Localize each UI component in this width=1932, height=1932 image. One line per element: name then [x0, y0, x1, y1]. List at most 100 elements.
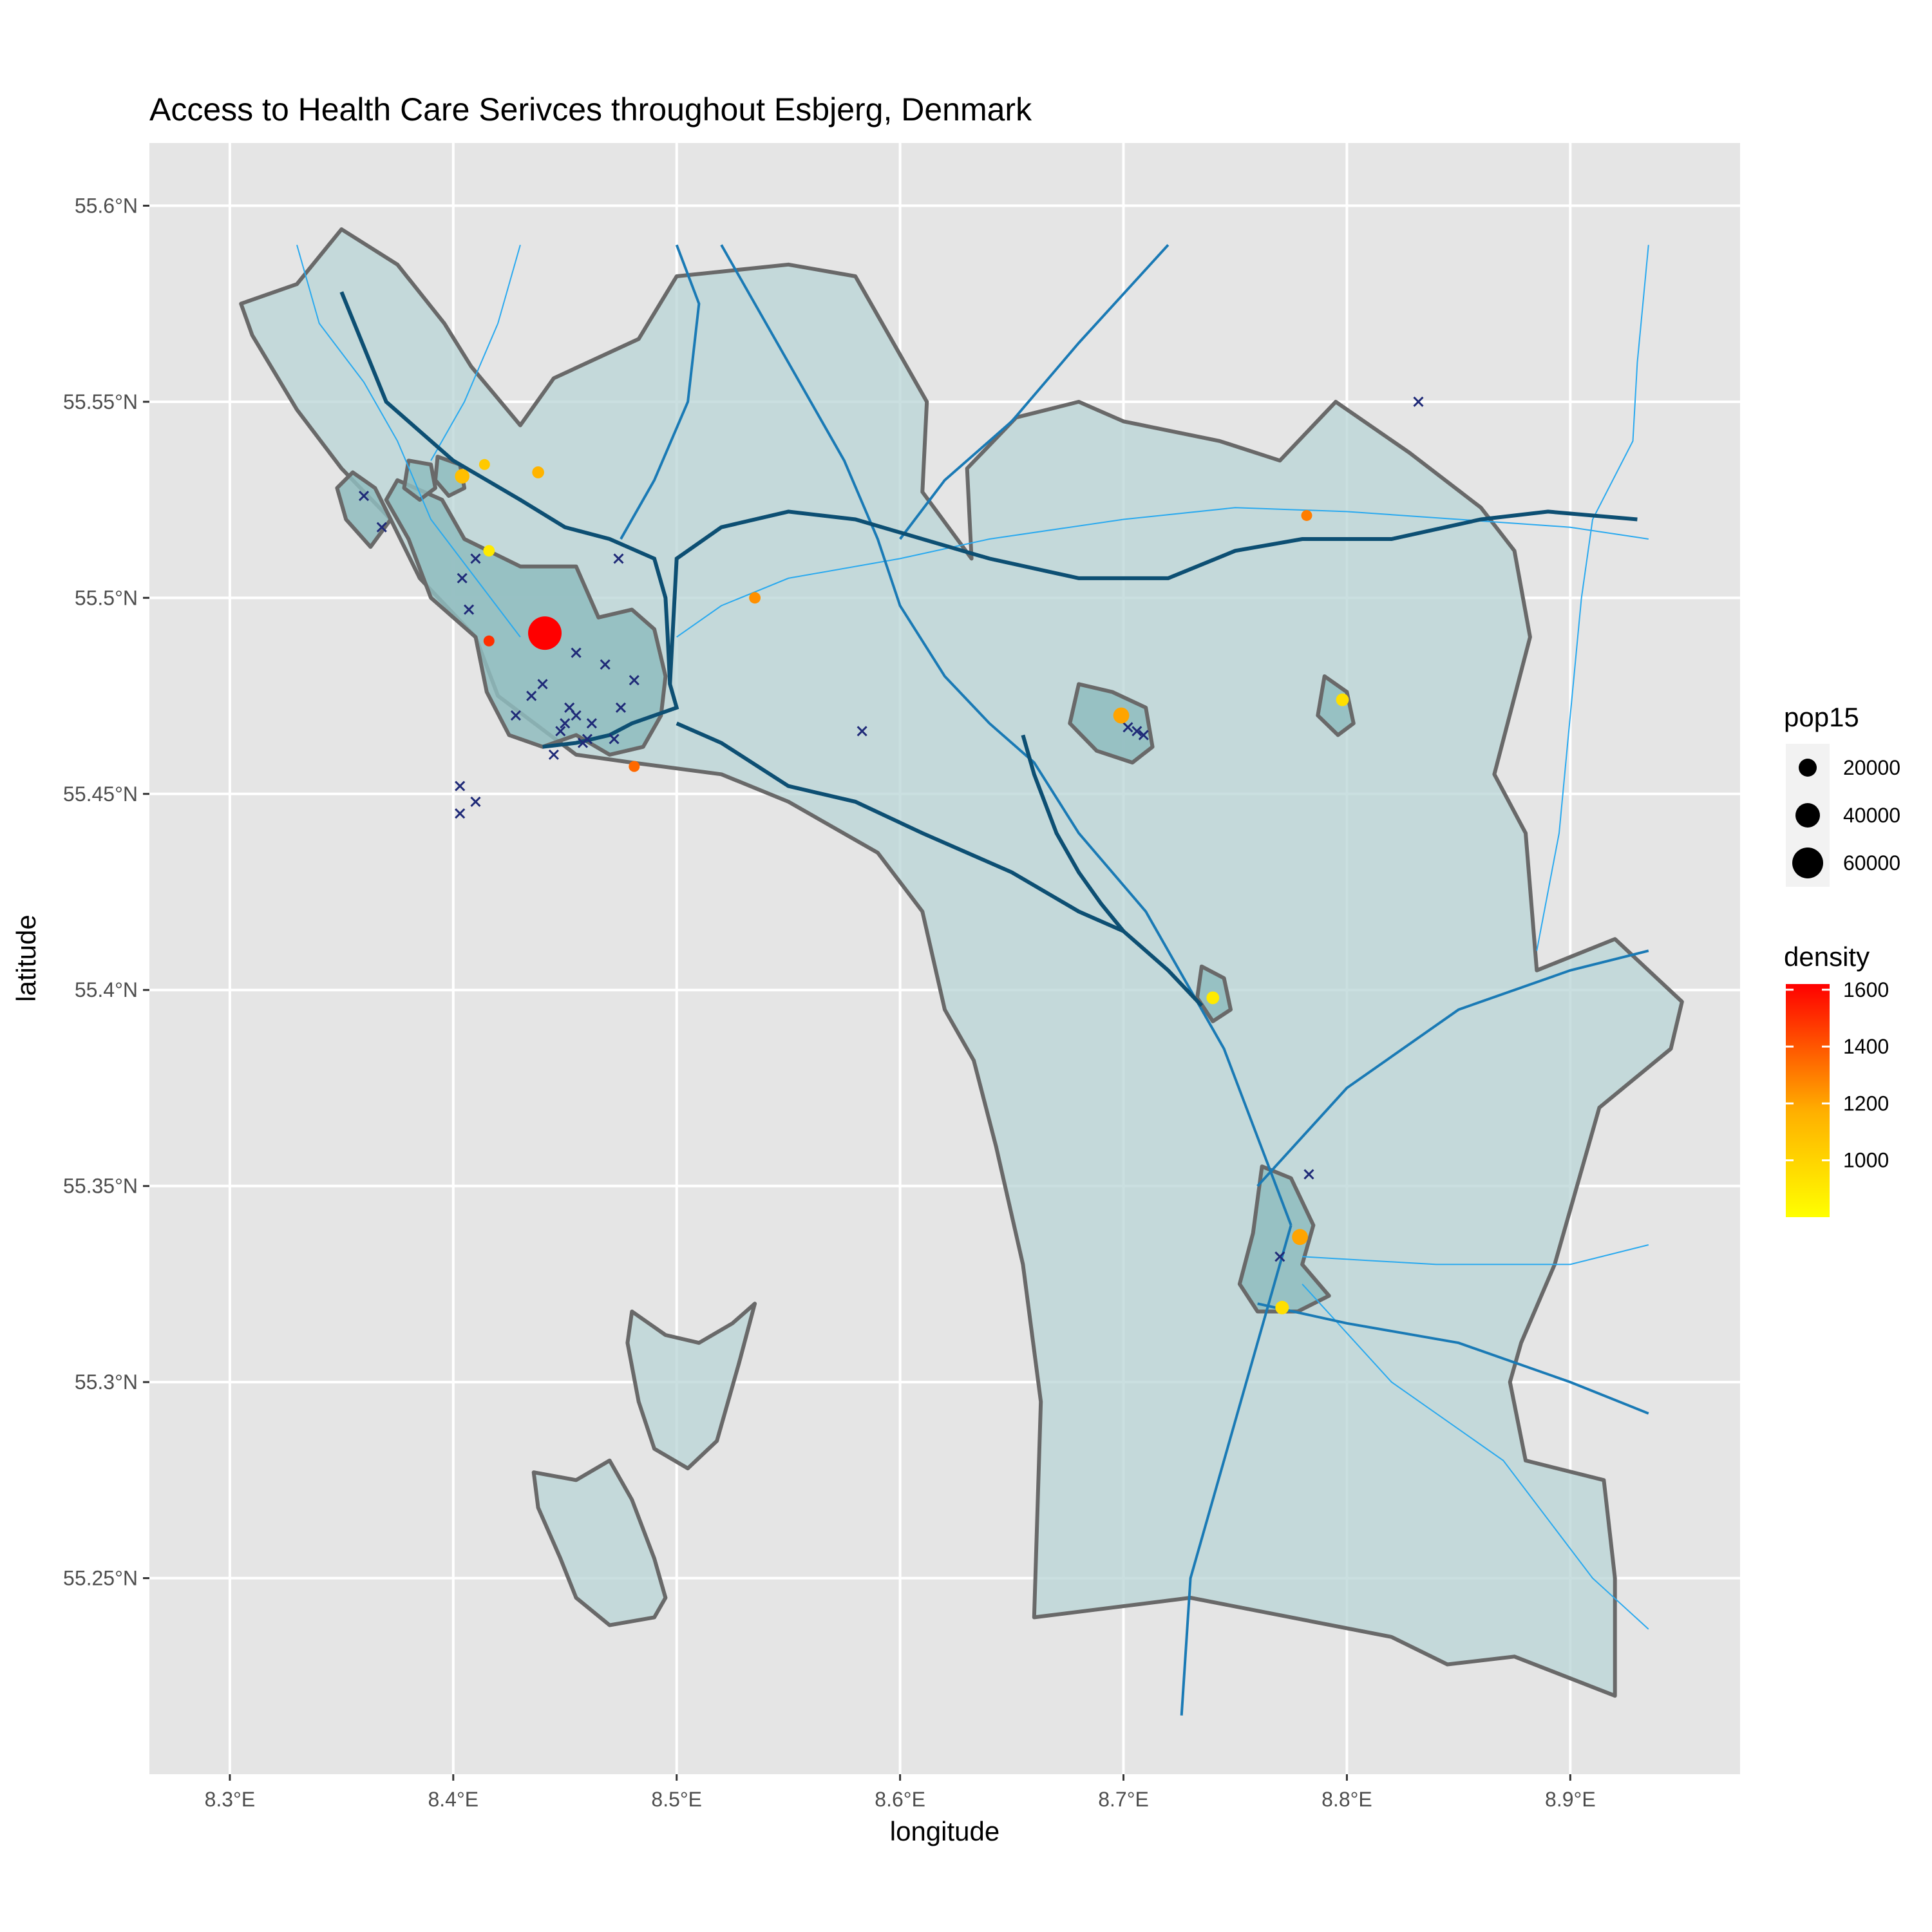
y-tick-label: 55.6°N [75, 194, 138, 217]
clinic-marker [1303, 1169, 1314, 1180]
clinic-marker [577, 737, 589, 748]
clinic-marker [555, 726, 566, 737]
mando-island-polygon [625, 1302, 757, 1471]
major-road-line [668, 509, 1638, 685]
clinic-marker [609, 734, 620, 744]
minor-road-line [296, 245, 521, 638]
medium-road-line [720, 244, 1293, 1226]
size-legend-label: 20000 [1843, 756, 1900, 779]
clinic-marker [510, 710, 521, 721]
clinic-marker [455, 808, 466, 819]
town-point [455, 469, 469, 484]
town-area-layer [335, 455, 1356, 1314]
town-area-polygon [384, 478, 668, 757]
town-area-polygon [1237, 1164, 1331, 1314]
clinic-marker [548, 749, 559, 760]
x-tick-label: 8.8°E [1321, 1788, 1372, 1811]
y-tick-label: 55.5°N [75, 586, 138, 609]
minor-road-line [430, 245, 521, 461]
town-area-polygon [1068, 682, 1155, 765]
x-tick-label: 8.4°E [428, 1788, 478, 1811]
size-legend: pop15 20000 40000 60000 [1784, 702, 1900, 887]
region-layer [239, 227, 1684, 1698]
color-legend-title: density [1784, 942, 1870, 972]
color-legend-bar [1786, 984, 1830, 1217]
minor-road-line [1536, 245, 1649, 951]
minor-road-line [1302, 1283, 1649, 1630]
major-road-line [676, 721, 1204, 1007]
clinic-marker [526, 690, 537, 701]
clinic-marker [358, 490, 370, 502]
clinic-marker [1122, 722, 1133, 733]
clinic-marker [629, 675, 639, 686]
town-point [1336, 693, 1349, 706]
clinic-marker [571, 647, 582, 658]
clinic-marker [470, 553, 481, 564]
town-point [532, 466, 544, 478]
color-legend-label: 1000 [1843, 1149, 1889, 1172]
town-point [483, 635, 495, 647]
clinic-marker [613, 553, 624, 564]
x-tick-label: 8.3°E [205, 1788, 256, 1811]
clinic-marker [586, 718, 597, 729]
size-legend-key [1792, 848, 1823, 878]
town-point [1113, 707, 1130, 724]
town-point [478, 459, 490, 470]
clinic-marker [1274, 1251, 1285, 1262]
y-tick-label: 55.25°N [63, 1567, 138, 1590]
minor-road-line [1302, 1244, 1649, 1265]
major-road-line [1021, 734, 1125, 933]
town-area-polygon [1316, 674, 1356, 737]
y-axis-ticks: 55.25°N 55.3°N 55.35°N 55.4°N 55.45°N 55.5°N 5… [63, 194, 149, 1590]
town-point [749, 592, 761, 604]
clinic-marker [1138, 730, 1149, 741]
clinic-marker [615, 702, 627, 713]
clinic-marker [1132, 726, 1142, 737]
clinic-marker [1413, 396, 1424, 407]
size-legend-key [1795, 803, 1820, 828]
x-axis-label: longitude [890, 1816, 999, 1846]
clinic-marker [560, 718, 571, 729]
minor-road-line [676, 507, 1649, 638]
town-point [1275, 1300, 1289, 1314]
y-tick-label: 55.55°N [63, 390, 138, 413]
medium-road-line [1256, 949, 1649, 1188]
town-point [1292, 1229, 1308, 1245]
town-point [1301, 509, 1312, 521]
size-legend-label: 60000 [1843, 851, 1900, 875]
x-tick-label: 8.9°E [1545, 1788, 1596, 1811]
clinic-marker [564, 702, 575, 713]
town-point [629, 761, 640, 772]
size-legend-key [1799, 759, 1817, 777]
y-tick-label: 55.4°N [75, 978, 138, 1001]
clinic-marker [376, 522, 387, 533]
municipality-polygon [239, 227, 1684, 1698]
clinic-marker [470, 796, 481, 808]
clinic-layer [358, 396, 1424, 1262]
town-area-polygon [335, 470, 393, 549]
town-point-layer [455, 459, 1349, 1314]
x-tick-label: 8.5°E [651, 1788, 702, 1811]
color-legend-label: 1600 [1843, 978, 1889, 1001]
chart-title: Access to Health Care Serivces throughou… [149, 91, 1032, 128]
clinic-marker [457, 573, 468, 583]
y-tick-label: 55.45°N [63, 782, 138, 806]
x-axis-ticks: 8.3°E 8.4°E 8.5°E 8.6°E 8.7°E 8.8°E 8.9°E [205, 1774, 1596, 1811]
color-legend-label: 1400 [1843, 1035, 1889, 1058]
town-point [1206, 991, 1220, 1005]
y-tick-label: 55.35°N [63, 1175, 138, 1198]
size-legend-label: 40000 [1843, 804, 1900, 827]
medium-road-line [620, 244, 701, 540]
size-legend-title: pop15 [1784, 702, 1859, 732]
major-road-line [339, 291, 679, 749]
clinic-marker [857, 726, 867, 737]
medium-road-line [899, 243, 1170, 540]
road-layer [296, 243, 1649, 1716]
clinic-marker [455, 781, 466, 791]
y-axis-label: latitude [11, 914, 41, 1001]
x-tick-label: 8.7°E [1098, 1788, 1149, 1811]
clinic-marker [464, 604, 475, 615]
medium-road-line [1257, 1302, 1649, 1415]
color-legend-label: 1200 [1843, 1092, 1889, 1115]
